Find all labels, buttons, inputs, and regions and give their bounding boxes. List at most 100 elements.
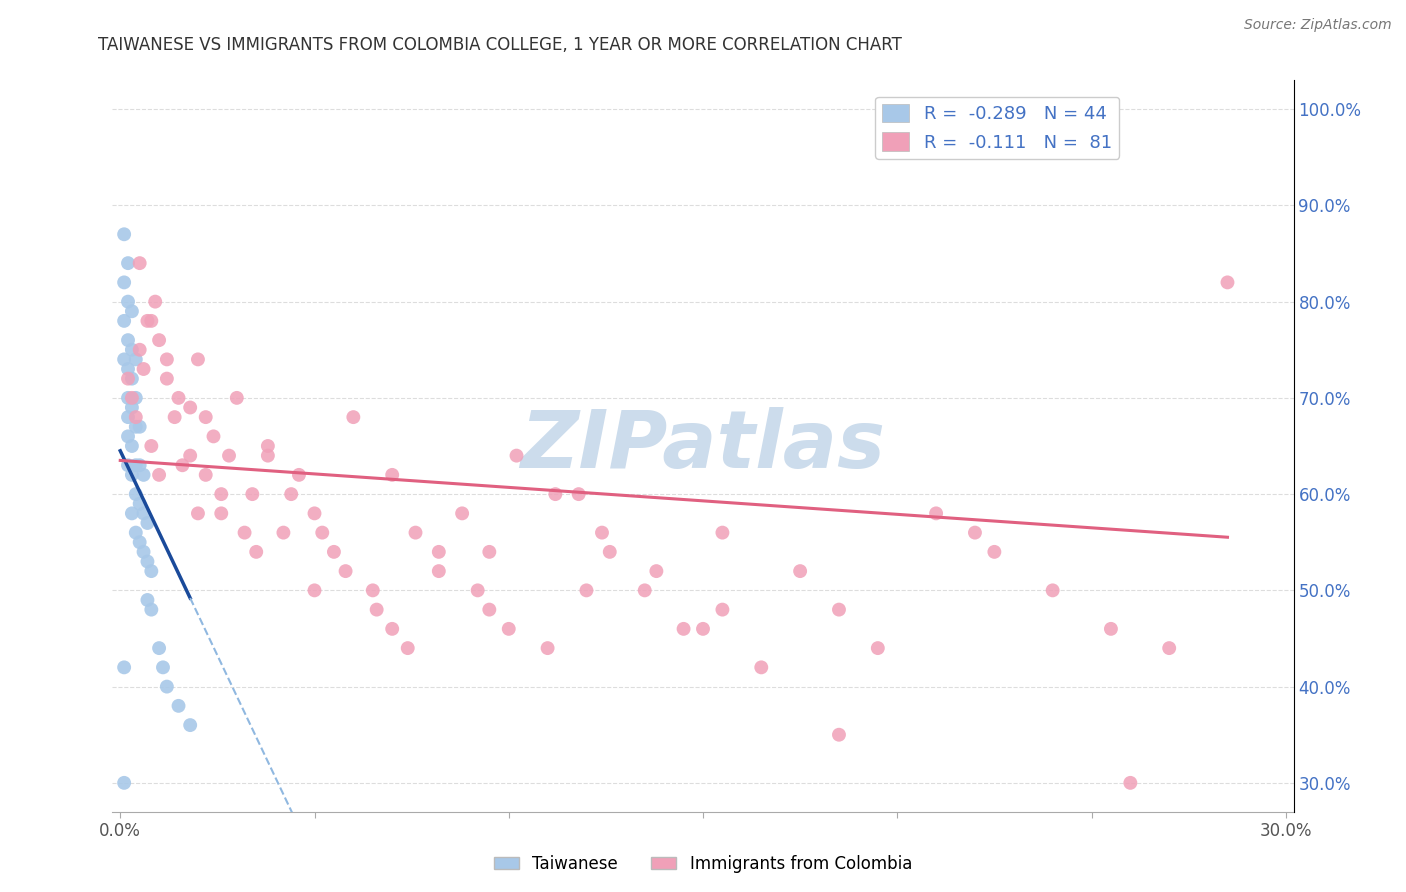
Point [112, 276, 135, 290]
Point [396, 641, 419, 656]
Point [117, 391, 139, 405]
Point [125, 352, 148, 367]
Point [128, 458, 150, 473]
Point [280, 487, 302, 501]
Point [335, 564, 357, 578]
Point [121, 304, 143, 318]
Point [152, 660, 174, 674]
Point [983, 545, 1005, 559]
Point [112, 352, 135, 367]
Point [121, 439, 143, 453]
Point [156, 680, 179, 694]
Point [167, 391, 190, 405]
Point [202, 429, 225, 443]
Point [599, 545, 621, 559]
Point [187, 507, 209, 521]
Point [121, 343, 143, 357]
Text: TAIWANESE VS IMMIGRANTS FROM COLOMBIA COLLEGE, 1 YEAR OR MORE CORRELATION CHART: TAIWANESE VS IMMIGRANTS FROM COLOMBIA CO… [98, 36, 903, 54]
Point [187, 352, 209, 367]
Point [789, 564, 811, 578]
Point [478, 602, 501, 616]
Point [692, 622, 714, 636]
Point [117, 429, 139, 443]
Point [141, 439, 163, 453]
Point [172, 458, 194, 473]
Point [148, 467, 170, 482]
Point [366, 602, 388, 616]
Point [711, 602, 734, 616]
Point [136, 593, 159, 607]
Point [117, 458, 139, 473]
Point [179, 401, 201, 415]
Point [125, 525, 148, 540]
Point [1159, 641, 1181, 656]
Text: Source: ZipAtlas.com: Source: ZipAtlas.com [1244, 18, 1392, 32]
Point [311, 525, 333, 540]
Point [568, 487, 591, 501]
Point [866, 641, 889, 656]
Point [125, 458, 148, 473]
Point [117, 410, 139, 425]
Point [218, 449, 240, 463]
Point [451, 507, 474, 521]
Point [125, 419, 148, 434]
Point [1099, 622, 1122, 636]
Point [128, 535, 150, 549]
Point [240, 487, 263, 501]
Text: ZIPatlas: ZIPatlas [520, 407, 886, 485]
Point [112, 660, 135, 674]
Point [136, 314, 159, 328]
Point [634, 583, 657, 598]
Point [498, 622, 520, 636]
Point [1119, 776, 1142, 790]
Point [194, 467, 217, 482]
Point [136, 516, 159, 530]
Point [925, 507, 948, 521]
Point [132, 545, 155, 559]
Point [121, 371, 143, 385]
Point [209, 507, 232, 521]
Point [536, 641, 558, 656]
Point [304, 583, 326, 598]
Point [749, 660, 772, 674]
Point [828, 728, 851, 742]
Point [136, 554, 159, 568]
Point [427, 564, 450, 578]
Point [828, 602, 851, 616]
Point [179, 718, 201, 732]
Point [273, 525, 295, 540]
Point [128, 497, 150, 511]
Legend: Taiwanese, Immigrants from Colombia: Taiwanese, Immigrants from Colombia [488, 848, 918, 880]
Point [1042, 583, 1064, 598]
Point [112, 314, 135, 328]
Point [117, 371, 139, 385]
Point [245, 545, 267, 559]
Point [112, 776, 135, 790]
Point [711, 525, 734, 540]
Point [167, 698, 190, 713]
Point [121, 507, 143, 521]
Point [233, 525, 256, 540]
Point [141, 602, 163, 616]
Point [591, 525, 613, 540]
Point [304, 507, 326, 521]
Point [125, 391, 148, 405]
Point [121, 401, 143, 415]
Point [427, 545, 450, 559]
Point [257, 439, 280, 453]
Point [143, 294, 166, 309]
Point [132, 507, 155, 521]
Point [381, 622, 404, 636]
Point [128, 256, 150, 270]
Point [148, 641, 170, 656]
Point [288, 467, 311, 482]
Point [225, 391, 247, 405]
Point [1216, 276, 1239, 290]
Point [405, 525, 427, 540]
Point [645, 564, 668, 578]
Point [141, 314, 163, 328]
Point [121, 391, 143, 405]
Point [505, 449, 527, 463]
Point [381, 467, 404, 482]
Point [209, 487, 232, 501]
